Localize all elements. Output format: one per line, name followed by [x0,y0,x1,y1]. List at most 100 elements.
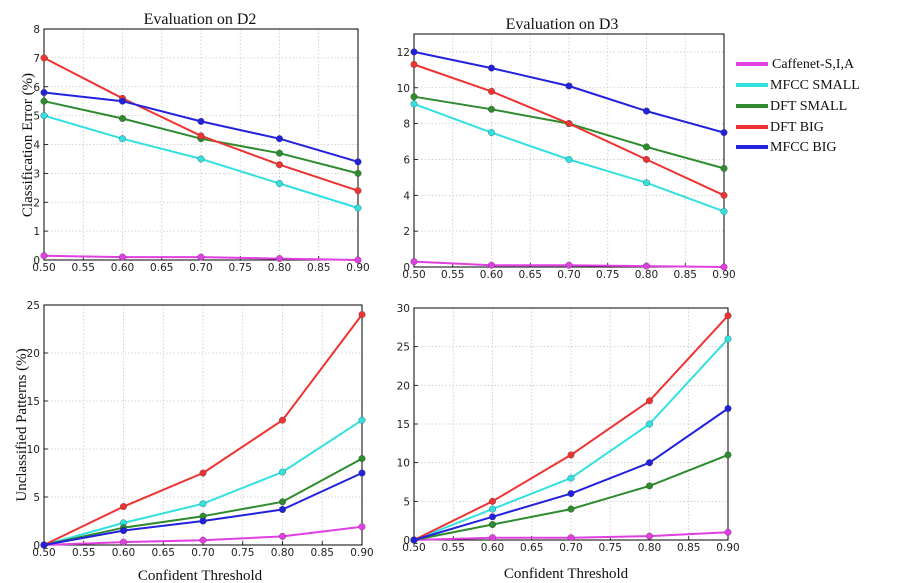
data-point [643,107,650,115]
data-point [354,256,362,264]
grid [43,28,359,261]
series-mfcc-small [410,100,728,215]
series-caffenet-s-i-a [40,523,366,549]
x-tick-label: 0.80 [635,269,658,281]
data-point [489,513,496,521]
legend: Caffenet-S,I,A MFCC SMALL DFT SMALL DFT … [736,57,860,155]
data-point [120,527,127,535]
data-point [276,180,283,187]
y-tick-label: 25 [397,342,410,354]
legend-label-mfcc-small: MFCC SMALL [770,78,860,93]
x-tick-label: 0.90 [346,262,369,274]
data-point [199,469,207,477]
y-tick-label: 10 [397,83,410,95]
x-tick-label: 0.60 [480,269,503,281]
grid [413,34,725,268]
data-point [720,191,728,199]
data-point [724,451,732,459]
chart-d3-unclassified-patterns: 0.50 0.55 0.60 0.65 0.70 0.75 0.80 0.85 0.90 0 5 10… [397,303,740,554]
data-point [197,117,205,125]
chart-d2-classification-error: 0.50 0.55 0.60 0.65 0.70 0.75 0.80 0.85 0.90 0 1 2 3… [32,24,369,274]
legend-label-mfcc-big: MFCC BIG [770,140,837,155]
x-tick-label: 0.70 [557,269,580,281]
data-point [724,528,732,536]
data-point [488,87,495,95]
legend-label-caffenet: Caffenet-S,I,A [772,57,855,72]
x-tick-label: 0.75 [596,269,619,281]
data-point [565,156,573,163]
data-point [720,207,728,215]
y-tick-label: 8 [33,24,40,36]
data-point [199,536,207,544]
y-tick-label: 4 [33,140,40,152]
data-point [488,105,495,113]
data-point [643,262,650,270]
data-point [567,451,575,459]
data-point [40,252,48,260]
x-tick-label: 0.55 [72,547,95,559]
data-point [724,335,732,343]
y-axis-label-bottom: Unclassified Patterns (%) [14,348,30,501]
chart-d2-unclassified-patterns: 0.50 0.55 0.60 0.65 0.70 0.75 0.80 0.85 0.90 0 5 10… [27,300,374,559]
data-point [358,311,366,319]
data-point [120,503,127,511]
y-tick-label: 20 [27,348,40,360]
data-point [489,505,496,513]
x-tick-label: 0.65 [152,547,175,559]
data-point [197,132,205,140]
data-point [276,149,283,157]
data-point [197,253,205,261]
x-tick-label: 0.70 [559,542,582,554]
y-tick-label: 2 [403,226,410,238]
data-point [199,500,207,508]
y-tick-label: 4 [403,190,410,202]
data-point [40,541,48,549]
x-tick-label: 0.50 [402,269,425,281]
series-caffenet-s-i-a [410,528,732,544]
chart-title-d3: Evaluation on D3 [506,16,619,33]
data-point [120,538,127,546]
x-tick-label: 0.90 [350,547,373,559]
series-line [43,313,363,546]
x-tick-label: 0.50 [32,262,55,274]
x-tick-label: 0.70 [189,262,212,274]
series-dft-big [410,61,728,199]
grid [43,304,363,546]
x-tick-label: 0.90 [716,542,739,554]
grid [413,307,729,541]
x-tick-label: 0.85 [677,542,700,554]
data-point [565,261,573,269]
x-tick-label: 0.80 [268,262,291,274]
data-point [724,312,732,320]
x-tick-label: 0.60 [111,262,134,274]
data-point [358,416,366,424]
data-point [279,532,286,540]
data-point [40,89,48,96]
data-point [410,61,418,68]
x-tick-label: 0.85 [674,269,697,281]
data-point [720,164,728,172]
data-point [567,505,575,513]
y-tick-label: 3 [33,168,40,180]
data-point [646,482,653,490]
x-tick-label: 0.85 [311,547,334,559]
x-tick-label: 0.60 [481,542,504,554]
data-point [40,112,48,120]
data-point [199,517,207,525]
y-tick-label: 0 [403,262,410,274]
data-point [410,536,418,544]
y-tick-label: 25 [27,300,40,312]
data-point [354,169,362,177]
data-point [410,48,418,56]
data-point [354,204,362,212]
x-axis-label-bottom-right: Confident Threshold [504,566,629,582]
x-tick-label: 0.75 [231,547,254,559]
y-tick-label: 5 [33,492,40,504]
y-tick-label: 30 [397,303,410,315]
data-point [358,469,366,477]
x-tick-label: 0.85 [307,262,330,274]
data-point [724,405,732,412]
chart-title-d2: Evaluation on D2 [144,11,257,28]
data-point [643,143,650,151]
y-tick-label: 15 [27,396,40,408]
